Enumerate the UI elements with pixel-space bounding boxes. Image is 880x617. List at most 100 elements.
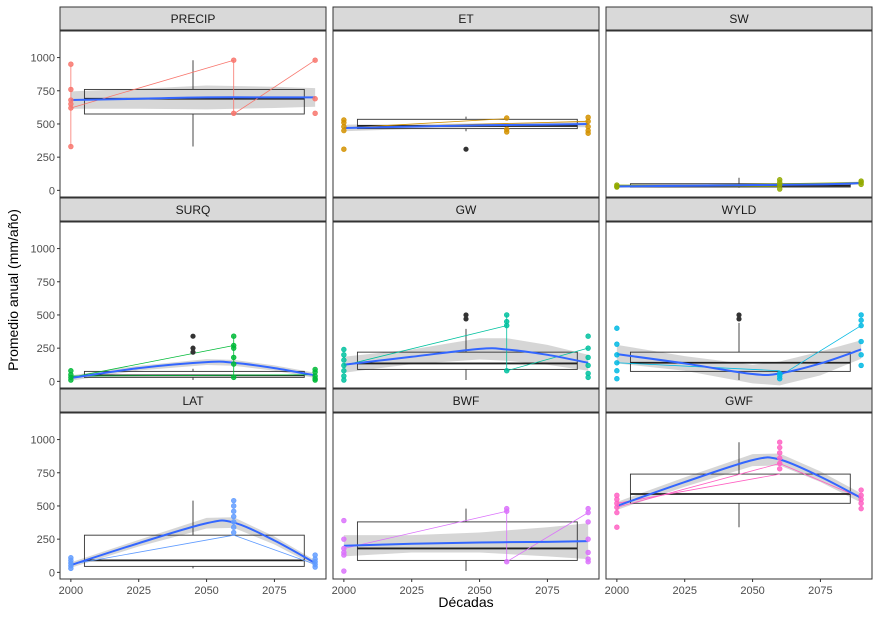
data-point — [504, 559, 510, 565]
data-point — [68, 61, 74, 67]
strip-background — [332, 197, 600, 222]
panel-background — [333, 31, 599, 197]
data-point — [777, 444, 783, 451]
data-point — [312, 110, 318, 117]
panel-sw: SW — [605, 6, 873, 198]
data-point — [585, 354, 591, 361]
y-axis-title: Promedio anual (mm/año) — [5, 209, 21, 371]
data-point — [777, 460, 783, 467]
panel-background — [606, 31, 872, 197]
strip-background — [605, 197, 873, 222]
data-point — [585, 549, 591, 556]
y-tick-label: 500 — [37, 501, 55, 513]
smooth-line — [616, 348, 862, 377]
series-line — [506, 512, 589, 563]
data-point — [777, 376, 783, 382]
panel-border — [59, 221, 327, 389]
data-point — [614, 360, 620, 366]
y-axis-layer: 0 250 500 750 1000 0 250 500 750 1000 0 250 500 750 10… — [31, 53, 60, 579]
series-line — [506, 347, 589, 372]
x-axis-layer: 2000 2025 2050 2075 2000 2025 2050 2075 2000 2025… — [59, 579, 833, 597]
strip-label: BWF — [453, 394, 480, 408]
confidence-ribbon — [616, 340, 862, 386]
x-tick-label: 2000 — [332, 585, 356, 597]
data-point — [858, 487, 864, 493]
y-tick-label: 1000 — [31, 435, 55, 447]
data-point — [341, 377, 347, 383]
data-point — [231, 529, 237, 536]
x-tick-label: 2025 — [399, 585, 423, 597]
data-point — [585, 362, 591, 369]
y-tick-label: 750 — [37, 468, 55, 480]
outlier-point — [463, 316, 469, 322]
smooth-line — [70, 519, 316, 567]
data-point — [858, 322, 864, 329]
x-tick-label: 2025 — [126, 585, 150, 597]
panel-border — [605, 221, 873, 389]
strip-background — [59, 6, 327, 31]
data-point — [312, 564, 318, 570]
data-point — [341, 517, 347, 524]
y-tick-label: 1000 — [31, 53, 55, 65]
series-line — [70, 534, 234, 565]
data-point — [231, 354, 237, 361]
smooth-line — [70, 96, 316, 102]
panel-gw: GW — [332, 197, 600, 389]
y-tick-label: 750 — [37, 277, 55, 289]
data-point — [858, 352, 864, 358]
x-tick-label: 2000 — [605, 585, 629, 597]
series-line — [616, 463, 780, 508]
series-line — [233, 59, 316, 115]
data-point — [585, 536, 591, 542]
data-point — [341, 357, 347, 363]
data-point — [231, 503, 237, 509]
data-point — [231, 110, 237, 117]
y-tick-label: 1000 — [31, 244, 55, 256]
strip-background — [332, 388, 600, 413]
strip-label: ET — [458, 12, 474, 26]
panel-precip: PRECIP — [59, 6, 327, 198]
x-tick-label: 2050 — [740, 585, 764, 597]
data-point — [231, 513, 237, 520]
box-iqr — [83, 88, 305, 115]
data-point — [504, 322, 510, 329]
strip-label: GW — [456, 203, 477, 217]
panel-surq: SURQ — [59, 197, 327, 389]
data-point — [858, 500, 864, 507]
panel-bwf: BWF — [332, 388, 600, 580]
data-point — [858, 317, 864, 323]
series-line — [779, 463, 862, 499]
panel-border — [605, 30, 873, 198]
smooth-line — [343, 540, 589, 547]
panel-wyld: WYLD — [605, 197, 873, 389]
data-point — [858, 362, 864, 369]
x-tick-label: 2000 — [59, 585, 83, 597]
data-point — [341, 362, 347, 369]
strip-background — [59, 388, 327, 413]
data-point — [231, 57, 237, 63]
data-point — [858, 338, 864, 345]
panel-border — [59, 412, 327, 580]
panel-lat: LAT — [59, 388, 327, 580]
data-point — [614, 509, 620, 516]
data-point — [858, 312, 864, 318]
strip-label: WYLD — [722, 203, 757, 217]
y-tick-label: 750 — [37, 86, 55, 98]
data-point — [614, 504, 620, 510]
data-point — [504, 129, 510, 135]
series-line — [616, 473, 780, 504]
panels-layer: PRECIP ET SW SURQ GW WYLD LAT BWF GWF — [59, 6, 873, 580]
x-tick-label: 2075 — [535, 585, 559, 597]
data-point — [341, 346, 347, 353]
y-tick-label: 0 — [49, 376, 55, 388]
data-point — [504, 508, 510, 514]
panel-border — [332, 412, 600, 580]
series-line — [343, 118, 507, 129]
data-point — [614, 352, 620, 358]
y-tick-label: 0 — [49, 185, 55, 197]
outlier-point — [190, 333, 196, 339]
data-point — [231, 508, 237, 514]
data-point — [585, 519, 591, 525]
y-tick-label: 0 — [49, 567, 55, 579]
data-point — [777, 466, 783, 472]
